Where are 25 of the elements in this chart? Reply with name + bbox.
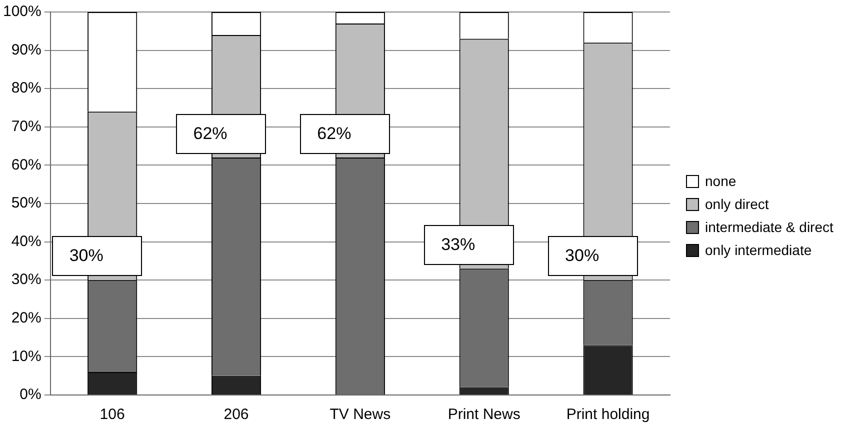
y-tick-label: 40% — [11, 232, 42, 250]
legend-label: only direct — [705, 195, 769, 214]
x-tick-label: Print holding — [566, 406, 650, 424]
callout-box: 30% — [548, 236, 638, 276]
callout-box: 30% — [52, 236, 142, 276]
y-tick-label: 30% — [11, 271, 42, 288]
callout-box: 62% — [300, 114, 390, 154]
callout-box: 62% — [176, 114, 266, 154]
y-tick-label: 10% — [11, 348, 42, 365]
y-tick-label: 60% — [11, 156, 42, 174]
text: none — [705, 172, 736, 191]
x-tick-label: 206 — [224, 406, 249, 424]
y-tick-label: 100% — [2, 3, 42, 20]
y-tick-label: 50% — [11, 194, 42, 212]
y-tick-label: 20% — [11, 310, 42, 327]
y-tick-label: 80% — [11, 80, 42, 97]
y-tick-label: 0% — [20, 386, 42, 404]
x-tick-label: TV News — [330, 406, 391, 424]
callout-box: 33% — [424, 224, 514, 265]
legend-label: intermediate & direct — [705, 218, 834, 237]
y-tick-label: 90% — [11, 41, 42, 58]
x-tick-label: 106 — [100, 406, 125, 424]
y-tick-label: 70% — [11, 118, 42, 136]
legend-label: only intermediate — [705, 241, 812, 260]
x-tick-label: Print News — [448, 406, 520, 424]
